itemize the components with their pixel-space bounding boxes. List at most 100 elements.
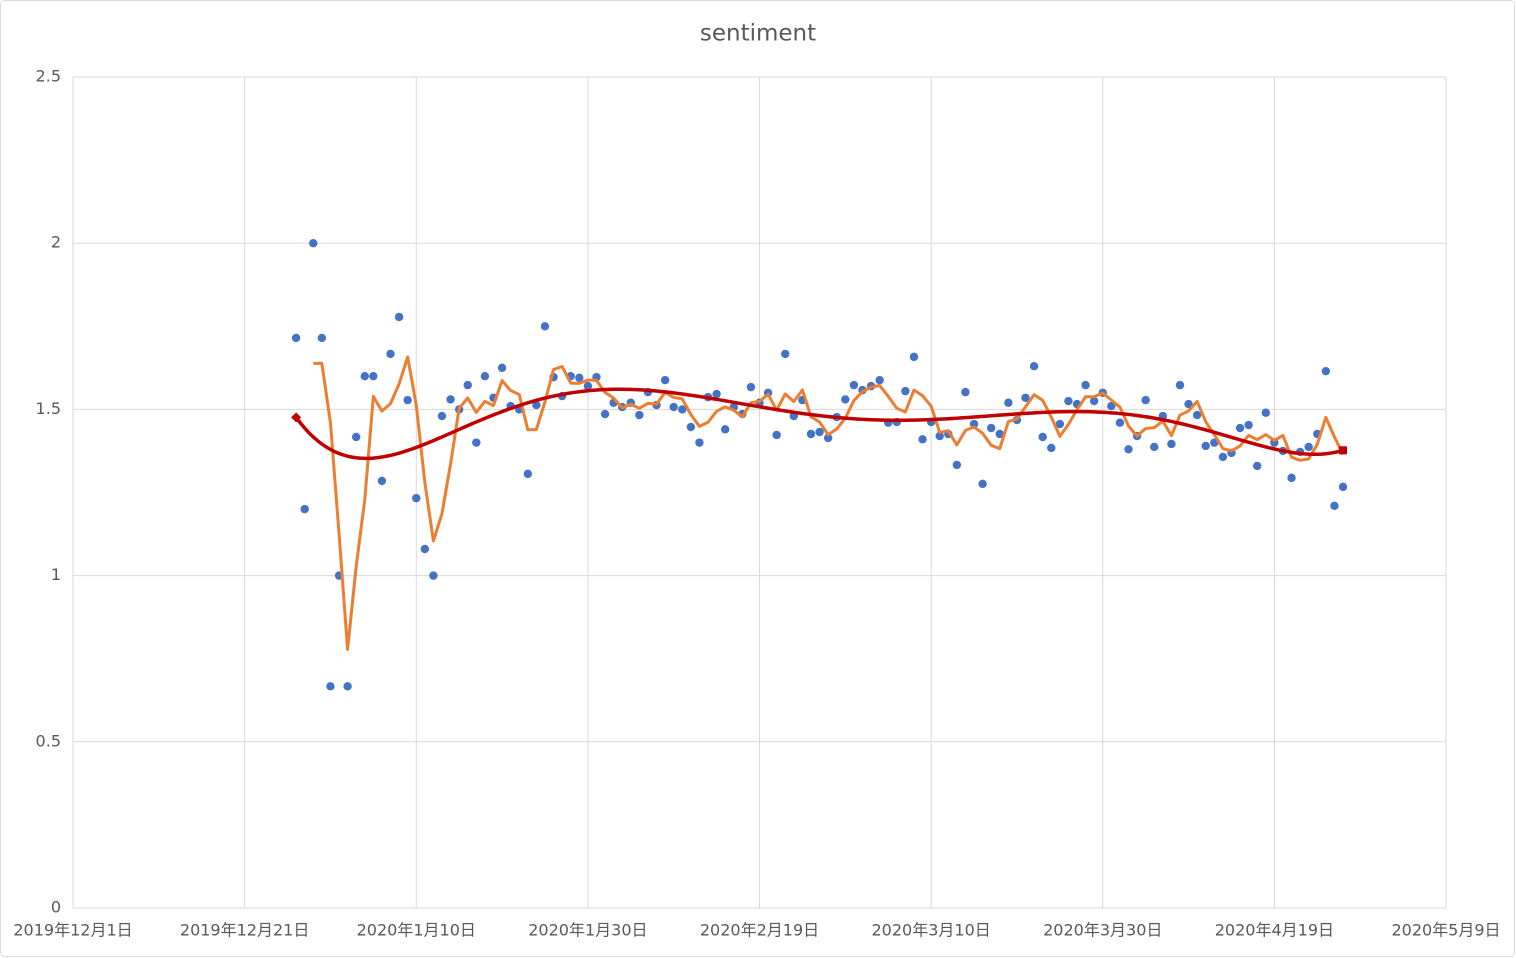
point <box>403 395 412 405</box>
point <box>720 425 730 434</box>
point <box>961 387 970 397</box>
point <box>1064 396 1073 406</box>
point <box>326 682 335 691</box>
y-tick-label: 2 <box>51 233 61 252</box>
point <box>309 239 318 248</box>
point <box>1089 396 1099 406</box>
point <box>1081 380 1090 390</box>
point <box>1150 442 1159 452</box>
point <box>1038 432 1047 442</box>
point <box>394 312 404 322</box>
point <box>1167 439 1176 449</box>
point <box>360 371 369 381</box>
point <box>1253 461 1262 471</box>
point <box>600 409 610 419</box>
point <box>669 402 678 412</box>
point <box>472 438 481 447</box>
point <box>575 373 584 383</box>
point <box>909 352 919 362</box>
point <box>806 429 816 439</box>
point <box>291 333 301 343</box>
point <box>660 375 670 385</box>
point <box>635 410 644 420</box>
point <box>446 395 455 404</box>
point <box>1141 395 1150 405</box>
point <box>386 349 395 359</box>
trendline-end-marker <box>1339 446 1348 455</box>
point <box>1218 452 1228 462</box>
moving-average-line <box>313 355 1345 651</box>
point <box>532 400 541 410</box>
point <box>1192 410 1202 420</box>
point <box>1115 418 1125 427</box>
point <box>1175 380 1185 390</box>
x-tick-label: 2020年3月30日 <box>1043 921 1162 940</box>
point <box>317 333 327 343</box>
x-tick-label: 2019年12月1日 <box>13 921 132 940</box>
point <box>369 371 378 381</box>
x-tick-label: 2020年1月30日 <box>528 921 647 940</box>
point <box>686 422 696 432</box>
point <box>1304 442 1313 452</box>
point <box>1124 445 1133 454</box>
x-tick-label: 2020年3月10日 <box>871 921 990 940</box>
polynomial-trendline <box>294 387 1344 461</box>
point <box>1338 482 1348 492</box>
point <box>1004 398 1013 407</box>
point <box>986 423 996 433</box>
point <box>497 363 507 373</box>
point <box>1321 366 1331 376</box>
point <box>1107 401 1116 411</box>
point <box>429 571 438 580</box>
point <box>583 381 593 391</box>
point <box>300 504 309 514</box>
point <box>772 430 781 440</box>
point <box>952 460 962 470</box>
point <box>901 386 910 396</box>
y-tick-label: 2.5 <box>36 67 61 86</box>
point <box>351 432 361 442</box>
point <box>712 389 721 399</box>
point <box>1021 393 1030 402</box>
point <box>1184 399 1193 409</box>
point <box>875 375 884 385</box>
point <box>746 382 756 392</box>
point <box>540 322 550 331</box>
point <box>678 405 687 414</box>
point <box>1047 443 1056 453</box>
y-tick-label: 0.5 <box>36 731 61 750</box>
chart-title: sentiment <box>700 21 816 47</box>
point <box>849 380 859 390</box>
point <box>781 349 790 359</box>
point <box>978 479 987 489</box>
point <box>1235 423 1245 433</box>
y-tick-label: 1.5 <box>36 399 61 418</box>
point <box>1261 408 1270 417</box>
x-tick-label: 2020年5月9日 <box>1391 921 1500 940</box>
point <box>1287 473 1296 483</box>
point <box>695 438 704 447</box>
point <box>1055 419 1065 429</box>
y-tick-label: 0 <box>51 898 61 917</box>
point <box>823 433 833 443</box>
point <box>523 469 533 479</box>
point <box>412 493 421 503</box>
trendline-start-marker <box>291 412 302 423</box>
x-tick-label: 2020年1月10日 <box>357 921 476 940</box>
point <box>420 544 430 554</box>
point <box>1201 441 1210 451</box>
point <box>1244 420 1253 430</box>
point <box>463 380 472 390</box>
y-tick-label: 1 <box>51 565 61 584</box>
x-tick-label: 2020年2月19日 <box>700 921 819 940</box>
point <box>918 435 927 444</box>
x-tick-label: 2019年12月21日 <box>180 921 309 940</box>
point <box>480 371 490 381</box>
point <box>343 682 352 691</box>
point <box>969 419 979 429</box>
point <box>437 411 447 421</box>
point <box>995 429 1004 439</box>
x-tick-label: 2020年4月19日 <box>1215 921 1334 940</box>
